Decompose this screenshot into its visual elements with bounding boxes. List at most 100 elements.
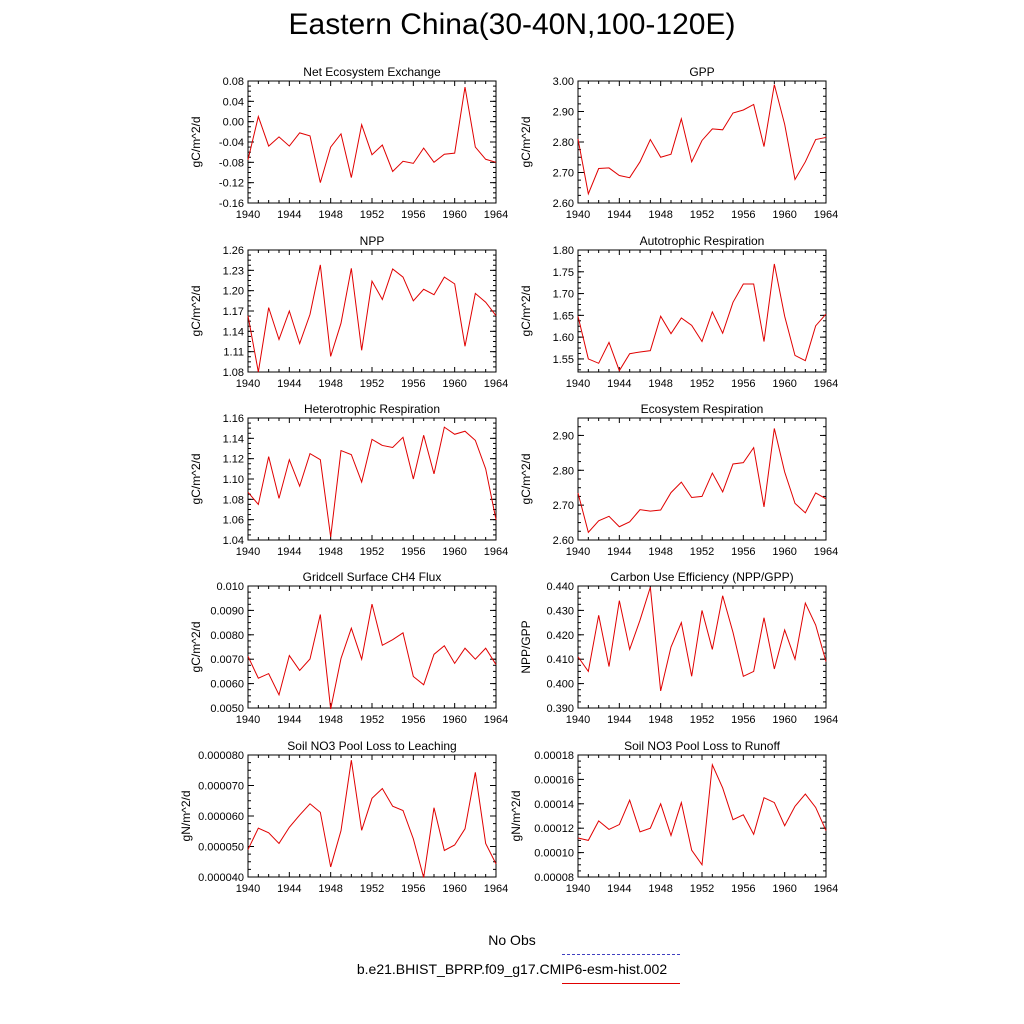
x-tick-label: 1964 <box>814 546 838 558</box>
y-tick-label: 1.17 <box>223 306 244 318</box>
y-tick-label: -0.16 <box>219 198 244 210</box>
y-tick-label: 1.70 <box>553 289 574 301</box>
x-tick-label: 1960 <box>772 209 796 221</box>
x-tick-label: 1956 <box>401 883 425 895</box>
y-axis-label: NPP/GPP <box>519 620 533 673</box>
y-tick-label: 0.000040 <box>198 872 244 884</box>
y-tick-label: 0.00016 <box>534 774 574 786</box>
x-tick-label: 1952 <box>360 883 384 895</box>
x-tick-label: 1952 <box>690 714 714 726</box>
x-tick-label: 1956 <box>401 714 425 726</box>
y-tick-label: -0.04 <box>219 137 244 149</box>
y-tick-label: 1.14 <box>223 326 244 338</box>
x-tick-label: 1964 <box>814 714 838 726</box>
x-tick-label: 1956 <box>731 546 755 558</box>
y-tick-label: 0.420 <box>546 630 574 642</box>
series-line <box>577 587 827 692</box>
x-tick-label: 1964 <box>814 883 838 895</box>
x-tick-label: 1956 <box>731 714 755 726</box>
x-tick-label: 1964 <box>484 883 508 895</box>
y-axis-label: gC/m^2/d <box>519 454 533 505</box>
y-tick-label: 0.04 <box>223 96 244 108</box>
x-tick-label: 1944 <box>607 209 631 221</box>
x-tick-label: 1948 <box>318 714 342 726</box>
y-tick-label: 2.60 <box>553 535 574 547</box>
plot-frame <box>577 249 827 373</box>
y-tick-label: 0.400 <box>546 679 574 691</box>
x-tick-label: 1956 <box>401 546 425 558</box>
series-line <box>577 263 827 372</box>
y-tick-label: 1.04 <box>223 535 244 547</box>
plot-frame <box>577 417 827 541</box>
y-tick-label: 1.14 <box>223 433 244 445</box>
y-tick-label: 0.430 <box>546 605 574 617</box>
x-tick-label: 1952 <box>690 546 714 558</box>
x-tick-label: 1960 <box>772 714 796 726</box>
x-tick-label: 1964 <box>814 378 838 390</box>
chart-title: Soil NO3 Pool Loss to Leaching <box>287 739 456 753</box>
chart-title: Heterotrophic Respiration <box>304 402 440 416</box>
x-tick-label: 1956 <box>401 378 425 390</box>
chart-soil-no3-pool-loss-to-runoff: Soil NO3 Pool Loss to Runoff gN/m^2/d 1940… <box>509 739 838 895</box>
series-line <box>247 760 497 878</box>
x-tick-label: 1956 <box>401 209 425 221</box>
x-tick-label: 1960 <box>442 378 466 390</box>
x-tick-label: 1960 <box>442 546 466 558</box>
x-tick-label: 1940 <box>236 883 260 895</box>
series-line <box>577 84 827 196</box>
x-tick-label: 1948 <box>648 883 672 895</box>
y-tick-label: 0.0050 <box>210 703 244 715</box>
y-tick-label: 0.000070 <box>198 781 244 793</box>
x-tick-label: 1952 <box>360 209 384 221</box>
y-tick-label: 0.0070 <box>210 654 244 666</box>
plot-frame <box>247 754 497 878</box>
x-tick-label: 1944 <box>277 714 301 726</box>
x-tick-label: 1948 <box>318 378 342 390</box>
y-tick-label: 0.00018 <box>534 750 574 762</box>
x-tick-label: 1944 <box>607 883 631 895</box>
series-line <box>247 603 497 710</box>
y-tick-label: 0.440 <box>546 581 574 593</box>
legend-label-model: b.e21.BHIST_BPRP.f09_g17.CMIP6-esm-hist.… <box>356 961 668 977</box>
y-tick-label: 0.08 <box>223 76 244 88</box>
x-tick-label: 1944 <box>277 883 301 895</box>
x-tick-label: 1960 <box>772 883 796 895</box>
y-tick-label: 2.80 <box>553 137 574 149</box>
x-tick-label: 1964 <box>484 546 508 558</box>
y-tick-label: 0.390 <box>546 703 574 715</box>
y-tick-label: 2.70 <box>553 168 574 180</box>
x-tick-label: 1940 <box>566 883 590 895</box>
chart-title: Net Ecosystem Exchange <box>303 65 441 79</box>
y-tick-label: 2.70 <box>553 500 574 512</box>
series-line <box>247 426 497 538</box>
y-tick-label: 1.65 <box>553 310 574 322</box>
y-tick-label: 0.000080 <box>198 750 244 762</box>
chart-title: Autotrophic Respiration <box>640 234 765 248</box>
x-tick-label: 1940 <box>236 378 260 390</box>
chart-net-ecosystem-exchange: Net Ecosystem Exchange gC/m^2/d 1940 1944 19… <box>189 65 508 221</box>
x-tick-label: 1940 <box>236 546 260 558</box>
y-tick-label: 0.0090 <box>210 605 244 617</box>
chart-soil-no3-pool-loss-to-leaching: Soil NO3 Pool Loss to Leaching gN/m^2/d 19… <box>179 739 508 895</box>
legend-line-no-obs <box>562 954 680 955</box>
y-axis-label: gC/m^2/d <box>519 117 533 168</box>
y-tick-label: 0.000050 <box>198 842 244 854</box>
x-tick-label: 1948 <box>318 883 342 895</box>
x-tick-label: 1940 <box>566 546 590 558</box>
y-tick-label: 0.000060 <box>198 811 244 823</box>
x-tick-label: 1952 <box>690 378 714 390</box>
y-tick-label: 2.90 <box>553 107 574 119</box>
y-tick-label: 1.23 <box>223 265 244 277</box>
x-tick-label: 1960 <box>772 378 796 390</box>
chart-autotrophic-respiration: Autotrophic Respiration gC/m^2/d 1940 1944 1… <box>519 234 838 390</box>
y-tick-label: 1.80 <box>553 245 574 257</box>
x-tick-label: 1964 <box>814 209 838 221</box>
y-axis-label: gC/m^2/d <box>189 622 203 673</box>
series-line <box>247 87 497 183</box>
x-tick-label: 1948 <box>648 546 672 558</box>
x-tick-label: 1952 <box>360 546 384 558</box>
y-tick-label: 1.06 <box>223 515 244 527</box>
x-tick-label: 1960 <box>442 714 466 726</box>
chart-title: Ecosystem Respiration <box>641 402 764 416</box>
legend-line-model <box>562 983 680 984</box>
